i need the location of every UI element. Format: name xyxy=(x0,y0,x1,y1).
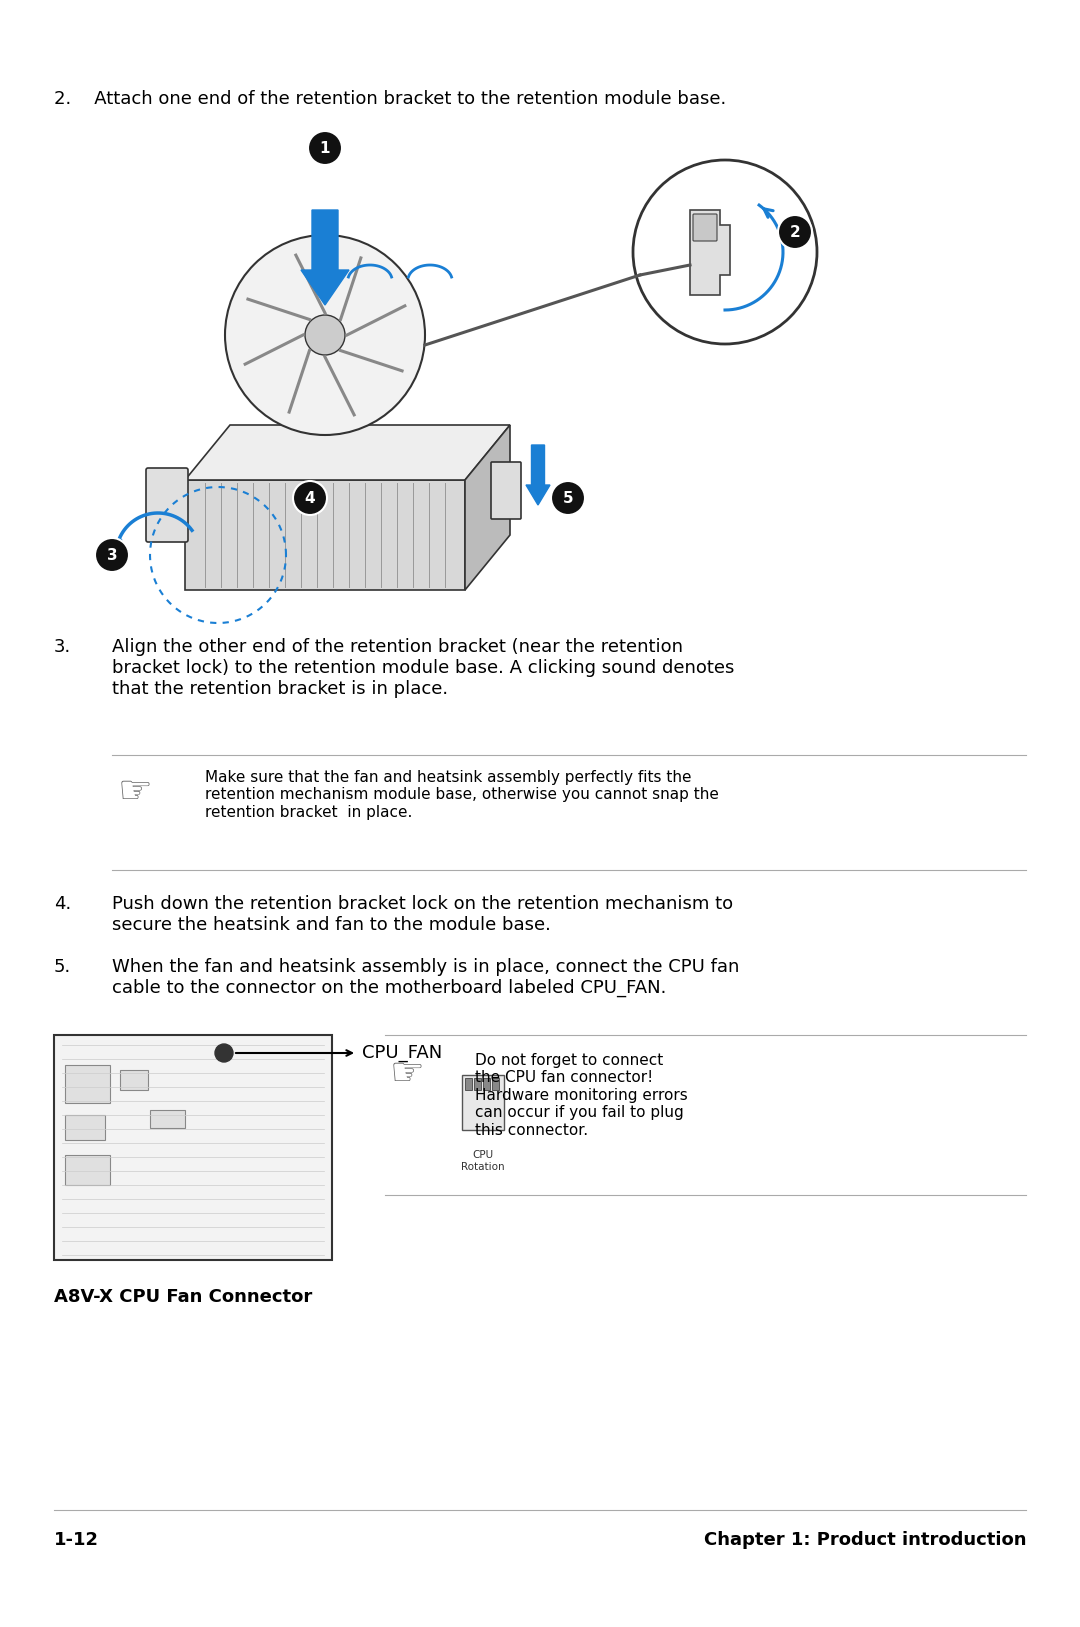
FancyBboxPatch shape xyxy=(465,1079,472,1090)
Text: Align the other end of the retention bracket (near the retention
bracket lock) t: Align the other end of the retention bra… xyxy=(112,638,734,698)
Text: CPU_FAN: CPU_FAN xyxy=(362,1045,442,1062)
FancyBboxPatch shape xyxy=(492,1079,499,1090)
Text: A8V-X CPU Fan Connector: A8V-X CPU Fan Connector xyxy=(54,1289,312,1306)
Text: Chapter 1: Product introduction: Chapter 1: Product introduction xyxy=(703,1531,1026,1549)
Circle shape xyxy=(293,482,327,516)
FancyBboxPatch shape xyxy=(54,1035,332,1259)
FancyBboxPatch shape xyxy=(693,215,717,241)
Text: When the fan and heatsink assembly is in place, connect the CPU fan
cable to the: When the fan and heatsink assembly is in… xyxy=(112,958,740,997)
FancyBboxPatch shape xyxy=(65,1155,110,1184)
Circle shape xyxy=(225,234,426,434)
Text: CPU
Rotation: CPU Rotation xyxy=(461,1150,504,1171)
FancyBboxPatch shape xyxy=(150,1110,185,1128)
Circle shape xyxy=(551,482,585,516)
Text: 2.    Attach one end of the retention bracket to the retention module base.: 2. Attach one end of the retention brack… xyxy=(54,89,726,107)
Text: 4: 4 xyxy=(305,490,315,506)
FancyBboxPatch shape xyxy=(483,1079,490,1090)
Polygon shape xyxy=(465,425,510,591)
Circle shape xyxy=(778,215,812,249)
Circle shape xyxy=(308,132,342,164)
FancyBboxPatch shape xyxy=(146,469,188,542)
FancyBboxPatch shape xyxy=(65,1066,110,1103)
Text: ☞: ☞ xyxy=(118,773,153,810)
Text: 1-12: 1-12 xyxy=(54,1531,99,1549)
Text: 4.: 4. xyxy=(54,895,71,913)
Text: 5: 5 xyxy=(563,490,573,506)
Text: Push down the retention bracket lock on the retention mechanism to
secure the he: Push down the retention bracket lock on … xyxy=(112,895,733,934)
Text: 3.: 3. xyxy=(54,638,71,656)
Text: 3: 3 xyxy=(107,548,118,563)
FancyBboxPatch shape xyxy=(462,1075,504,1131)
Polygon shape xyxy=(185,480,465,591)
Circle shape xyxy=(215,1045,233,1062)
Text: 2: 2 xyxy=(789,225,800,239)
Polygon shape xyxy=(185,425,510,480)
Text: 5.: 5. xyxy=(54,958,71,976)
FancyArrow shape xyxy=(301,210,349,304)
FancyBboxPatch shape xyxy=(120,1071,148,1090)
FancyBboxPatch shape xyxy=(491,462,521,519)
Polygon shape xyxy=(690,210,730,294)
Text: 1: 1 xyxy=(320,140,330,156)
FancyBboxPatch shape xyxy=(65,1114,105,1141)
Text: ☞: ☞ xyxy=(390,1054,424,1093)
Text: Make sure that the fan and heatsink assembly perfectly fits the
retention mechan: Make sure that the fan and heatsink asse… xyxy=(205,770,719,820)
Circle shape xyxy=(633,159,816,343)
Circle shape xyxy=(305,316,345,355)
FancyArrow shape xyxy=(526,446,550,504)
Text: Do not forget to connect
the CPU fan connector!
Hardware monitoring errors
can o: Do not forget to connect the CPU fan con… xyxy=(475,1053,688,1137)
Circle shape xyxy=(95,539,129,573)
FancyBboxPatch shape xyxy=(474,1079,481,1090)
